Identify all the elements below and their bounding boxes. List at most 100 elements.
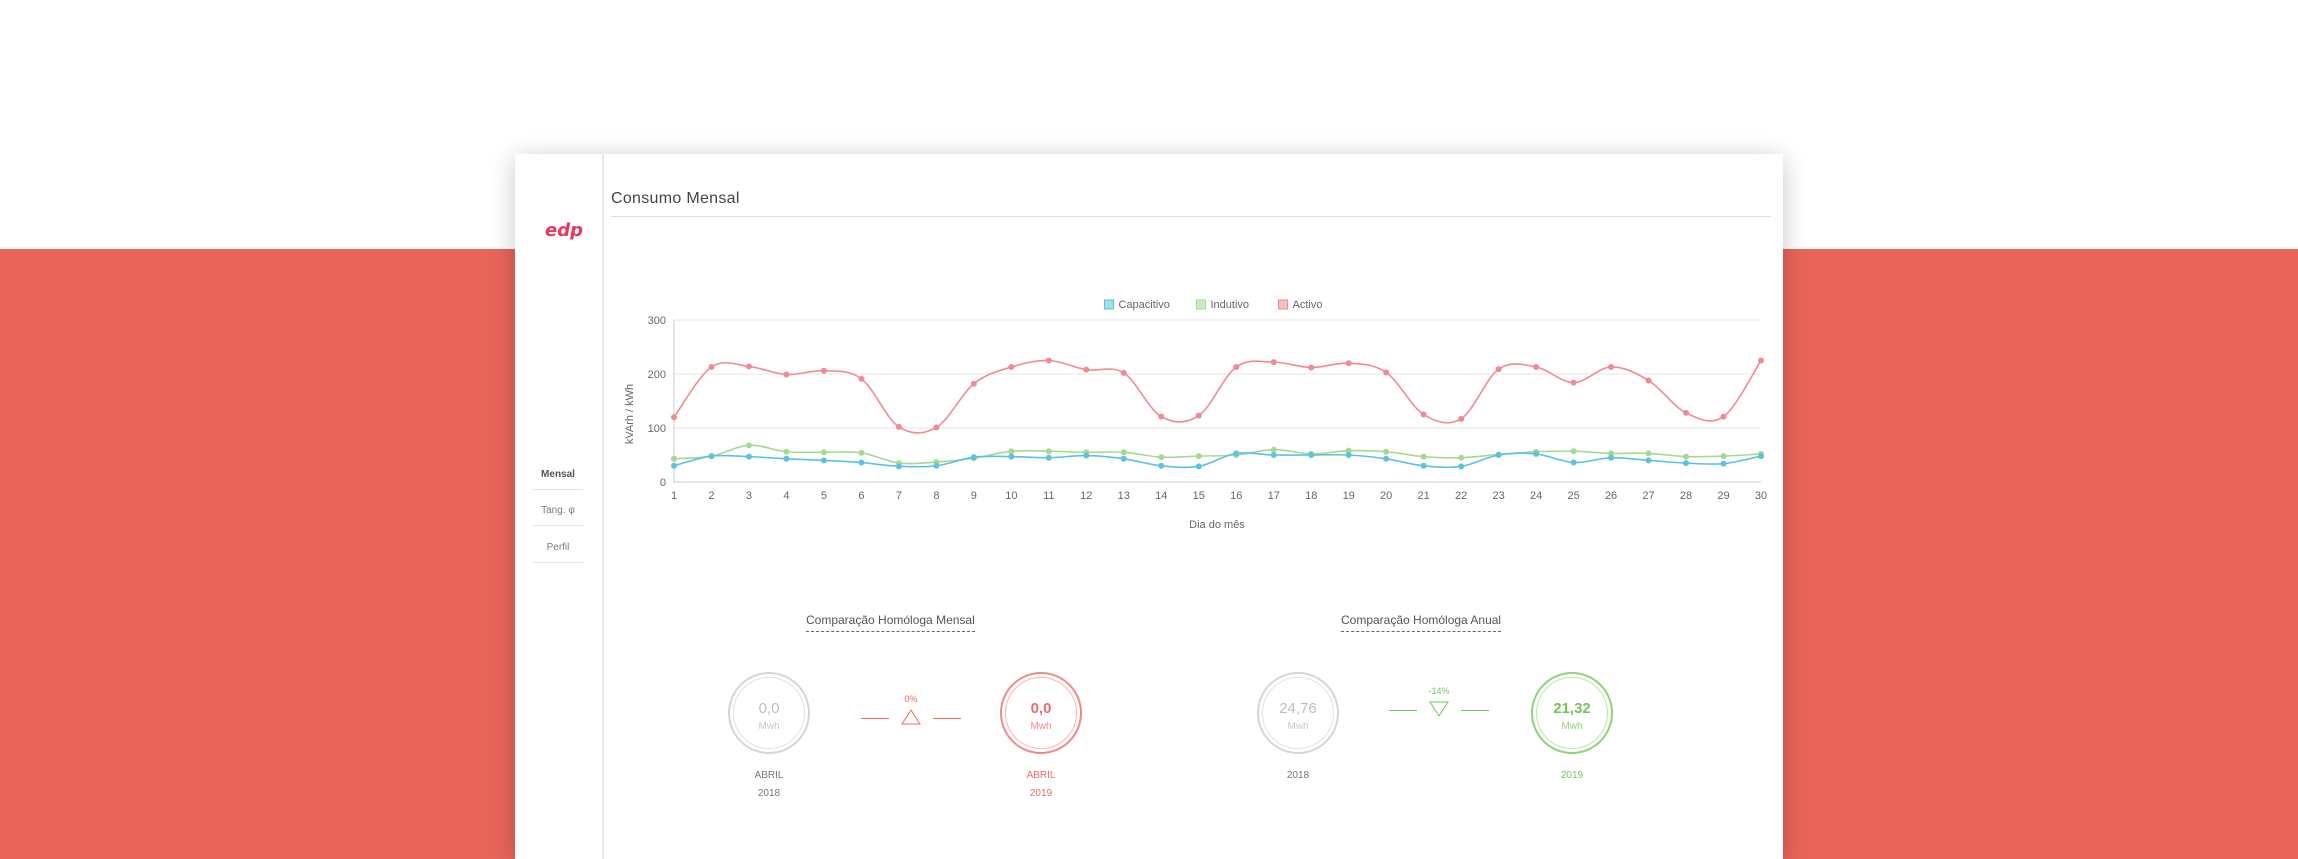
data-point-activo bbox=[1045, 357, 1052, 364]
data-point-activo bbox=[1158, 413, 1165, 420]
data-point-capacitivo bbox=[745, 453, 752, 460]
data-point-activo bbox=[895, 423, 902, 430]
data-point-activo bbox=[1608, 363, 1615, 370]
data-point-indutivo bbox=[1195, 453, 1202, 460]
data-point-activo bbox=[1120, 369, 1127, 376]
monthly-delta-percent: 0% bbox=[904, 694, 918, 704]
edp-logo[interactable]: edp bbox=[545, 220, 583, 241]
chart-grid bbox=[674, 319, 1761, 483]
data-point-indutivo bbox=[671, 455, 677, 462]
x-tick-label: 14 bbox=[1155, 490, 1167, 502]
monthly-2019-circle: 0,0 Mwh bbox=[1000, 672, 1082, 754]
monthly-2019-month: ABRIL bbox=[1026, 770, 1056, 781]
y-tick-label: 0 bbox=[660, 477, 666, 489]
triangle-down-icon bbox=[1429, 701, 1449, 717]
series-line-activo bbox=[673, 359, 1762, 434]
monthly-2019-year: 2019 bbox=[1029, 788, 1053, 799]
data-point-activo bbox=[1533, 363, 1540, 370]
data-point-activo bbox=[1720, 413, 1727, 420]
data-point-capacitivo bbox=[1345, 452, 1352, 458]
monthly-2018-value: 0,0 bbox=[758, 700, 780, 717]
data-point-activo bbox=[1458, 415, 1465, 422]
x-tick-label: 8 bbox=[933, 490, 939, 502]
x-tick-label: 18 bbox=[1305, 490, 1317, 502]
data-point-activo bbox=[1683, 409, 1690, 416]
x-tick-label: 9 bbox=[971, 490, 977, 502]
data-point-capacitivo bbox=[820, 457, 827, 464]
x-tick-label: 6 bbox=[858, 490, 864, 502]
data-point-indutivo bbox=[1570, 448, 1577, 455]
x-tick-label: 17 bbox=[1268, 490, 1280, 502]
data-point-capacitivo bbox=[1008, 453, 1015, 460]
x-axis-label: Dia do mês bbox=[1189, 519, 1245, 531]
sidebar-item-mensal[interactable]: Mensal bbox=[533, 469, 583, 490]
data-point-activo bbox=[708, 363, 715, 370]
data-point-capacitivo bbox=[895, 463, 902, 470]
data-point-indutivo bbox=[1045, 448, 1052, 455]
data-point-activo bbox=[745, 363, 752, 370]
dashboard-card: edp Mensal Tang. φ Perfil Consumo Mensal… bbox=[515, 154, 1783, 859]
x-tick-label: 11 bbox=[1043, 490, 1054, 502]
annual-delta-percent: -14% bbox=[1428, 686, 1450, 696]
data-point-indutivo bbox=[1608, 450, 1615, 457]
data-point-indutivo bbox=[1720, 453, 1727, 460]
monthly-2018-year: 2018 bbox=[757, 788, 781, 799]
x-tick-label: 22 bbox=[1455, 490, 1467, 502]
data-point-indutivo bbox=[783, 448, 790, 455]
data-point-capacitivo bbox=[1045, 454, 1052, 461]
x-tick-label: 28 bbox=[1680, 490, 1692, 502]
legend-swatch-activo bbox=[1278, 299, 1288, 310]
legend-swatch-capacitivo bbox=[1104, 299, 1114, 310]
annual-2018-circle: 24,76 Mwh bbox=[1257, 672, 1339, 754]
data-point-indutivo bbox=[1683, 453, 1690, 460]
x-axis: 1 2 3 4 5 6 7 8 9 10 11 12 13 14 15 16 17 18 19 20 21 22 23 24 2… bbox=[671, 481, 1767, 502]
x-tick-label: 15 bbox=[1193, 490, 1205, 502]
data-point-capacitivo bbox=[671, 462, 677, 469]
monthly-2018-circle: 0,0 Mwh bbox=[728, 672, 810, 754]
x-tick-label: 29 bbox=[1717, 490, 1729, 502]
data-point-activo bbox=[1308, 364, 1315, 371]
y-tick-label: 200 bbox=[648, 369, 666, 381]
data-point-activo bbox=[1383, 369, 1390, 376]
data-point-capacitivo bbox=[1720, 460, 1727, 467]
legend-label-activo: Activo bbox=[1293, 299, 1323, 311]
sidebar-item-perfil[interactable]: Perfil bbox=[533, 542, 583, 563]
x-tick-label: 3 bbox=[746, 490, 752, 502]
data-point-activo bbox=[1570, 379, 1577, 386]
data-point-indutivo bbox=[1158, 454, 1165, 461]
data-point-capacitivo bbox=[783, 455, 790, 462]
data-point-capacitivo bbox=[1683, 460, 1690, 467]
data-point-capacitivo bbox=[1495, 452, 1502, 458]
x-tick-label: 19 bbox=[1343, 490, 1355, 502]
monthly-comparison-title: Comparação Homóloga Mensal bbox=[806, 613, 975, 632]
data-point-capacitivo bbox=[1195, 463, 1202, 470]
data-point-capacitivo bbox=[970, 454, 977, 461]
x-tick-label: 10 bbox=[1005, 490, 1017, 502]
data-point-capacitivo bbox=[858, 459, 865, 466]
data-point-indutivo bbox=[1420, 453, 1427, 460]
data-point-capacitivo bbox=[1758, 453, 1764, 460]
data-point-activo bbox=[1495, 366, 1502, 373]
x-tick-label: 13 bbox=[1118, 490, 1130, 502]
data-point-activo bbox=[1008, 363, 1015, 370]
data-point-activo bbox=[1758, 357, 1764, 364]
data-point-capacitivo bbox=[1233, 450, 1240, 457]
data-point-indutivo bbox=[1270, 446, 1277, 453]
x-tick-label: 5 bbox=[821, 490, 827, 502]
x-tick-label: 2 bbox=[708, 490, 714, 502]
sidebar-item-tang[interactable]: Tang. φ bbox=[533, 505, 583, 526]
title-divider bbox=[611, 216, 1771, 217]
y-axis: 0 100 200 300 bbox=[648, 315, 675, 489]
data-point-capacitivo bbox=[1645, 457, 1652, 464]
x-tick-label: 20 bbox=[1380, 490, 1392, 502]
delta-line-right bbox=[933, 718, 961, 719]
x-tick-label: 12 bbox=[1080, 490, 1092, 502]
data-point-capacitivo bbox=[1420, 462, 1427, 469]
triangle-up-icon bbox=[901, 709, 921, 725]
annual-delta-indicator: -14% bbox=[1389, 686, 1489, 726]
annual-2019-value: 21,32 bbox=[1553, 700, 1591, 717]
data-point-indutivo bbox=[1120, 449, 1127, 456]
chart-series bbox=[671, 357, 1764, 470]
data-point-activo bbox=[1420, 411, 1427, 418]
